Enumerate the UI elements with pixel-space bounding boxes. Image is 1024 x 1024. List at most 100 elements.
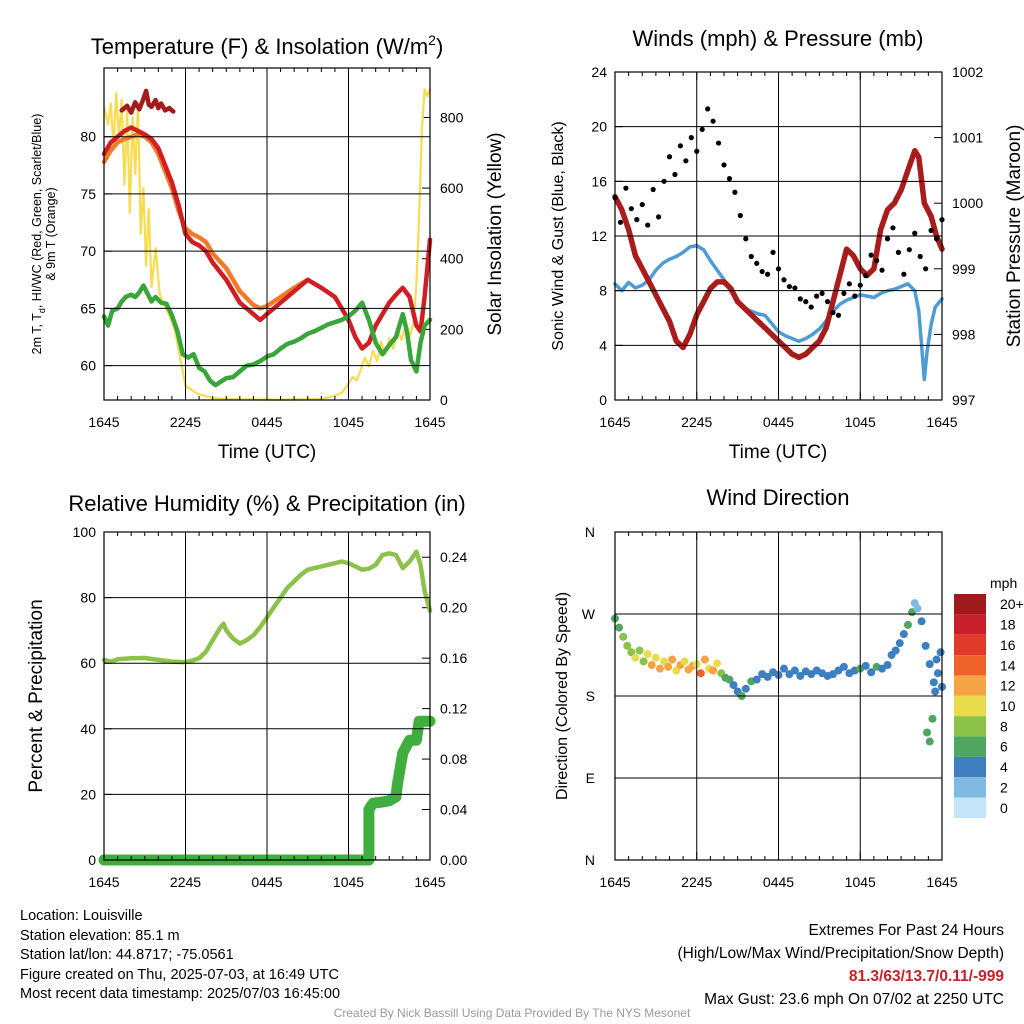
direction-point [619,632,628,641]
y-tick-label-right: 0.12 [440,701,467,717]
gust-point [754,260,760,266]
gust-point [841,290,847,296]
gust-point [819,290,825,296]
gust-point [623,185,629,191]
direction-point [631,653,640,662]
direction-point [696,669,705,678]
direction-point [917,617,926,626]
y-tick-label: 40 [80,721,96,737]
x-tick-label: 0445 [251,414,282,430]
y-tick-label: 0 [599,392,607,408]
x-tick-label: 2245 [681,414,712,430]
direction-point [928,714,937,723]
direction-point [779,664,788,673]
direction-point [931,687,940,696]
station-elevation: Station elevation: 85.1 m [20,927,180,944]
credit-line: Created By Nick Bassill Using Data Provi… [333,1006,691,1020]
gust-point [639,201,645,208]
x-tick-label: 1045 [333,414,364,430]
gust-point [634,217,640,223]
x-tick-label: 0445 [763,874,794,890]
colorbar-swatch [954,736,986,757]
y-tick-label: 60 [80,358,96,374]
y-tick-label: 24 [591,64,607,80]
gust-point [917,253,923,260]
x-tick-label: 1045 [845,874,876,890]
x-tick-label: 0445 [251,874,282,890]
gust-point [645,222,651,228]
direction-grid: 1645 2245 0445 1045 1645 [599,531,958,890]
y-tick-label: 4 [599,337,607,353]
gust-point [890,225,896,231]
direction-point [672,666,681,675]
gust-point [650,186,656,193]
gust-point [895,249,902,255]
gust-point [737,212,743,219]
direction-point [929,678,938,687]
y-axis-label-line2: & 9m T (Orange) [44,187,58,280]
direction-point [895,639,904,648]
gust-point [874,258,880,264]
y-tick-label: 80 [80,129,96,145]
series-rh [101,549,433,665]
series-t2m [101,125,433,351]
direction-point [923,728,932,737]
colorbar-label: 20+ [1000,596,1024,612]
x-tick-label: 0445 [763,414,794,430]
gust-point [863,273,869,279]
y-tick-label: 80 [80,590,96,606]
colorbar-title: mph [990,575,1017,591]
direction-point [660,657,669,666]
y-tick-label-right: 998 [952,326,976,342]
y-axis-label: Sonic Wind & Gust (Blue, Black) [550,121,567,350]
y-label-rest: , HI/WC (Red, Green, Scarlet/Blue) [30,114,44,309]
x-tick-label: 1645 [926,414,957,430]
gust-point [928,227,934,234]
wind-direction-chart: Wind Direction N E S W N Direction (Colored By… [554,485,1024,868]
direction-point [643,650,652,659]
gust-point [808,304,814,310]
gust-point [906,247,912,253]
direction-point [925,660,934,669]
chart-title: Temperature (F) & Insolation (W/m2) [91,32,444,59]
y-tick-label-right: 0.04 [440,802,467,818]
figure-created: Figure created on Thu, 2025-07-03, at 16… [20,966,339,983]
colorbar-swatch [954,634,986,656]
y-tick-label: 20 [80,786,96,802]
series-dewpoint [101,283,433,388]
max-gust: Max Gust: 23.6 mph On 07/02 at 2250 UTC [704,991,1004,1008]
direction-point [725,675,734,684]
colorbar-label: 14 [1000,657,1016,673]
direction-point [655,664,664,673]
gust-point [923,266,929,272]
colorbar-swatch [954,756,986,778]
humidity-chart: Relative Humidity (%) & Precipitation (i… [26,491,467,868]
direction-point [867,668,876,677]
gust-point [732,189,738,195]
direction-point [729,681,738,690]
station-location: Location: Louisville [20,908,143,924]
direction-point [700,655,709,664]
gust-point [715,140,722,146]
gust-point [726,176,733,182]
direction-point [913,604,922,613]
x-axis-label: Time (UTC) [729,442,828,463]
gust-point [743,236,749,242]
colorbar-label: 4 [1000,759,1008,775]
extremes-title: Extremes For Past 24 Hours [808,922,1004,939]
y-tick-label-right: 0.00 [440,852,467,868]
colorbar-label: 2 [1000,779,1008,795]
direction-point [936,648,945,657]
gust-point [759,268,765,275]
direction-point [623,641,632,650]
winds-grid: 1645 2245 0445 1045 1645 [599,71,958,430]
direction-point [883,661,892,670]
direction-point [903,620,912,629]
station-info: Location: Louisville Station elevation: … [20,907,340,1005]
gust-point [666,154,673,160]
direction-point [891,646,900,655]
title-close: ) [436,34,443,59]
direction-point [741,684,750,693]
direction-point [763,672,772,681]
direction-point [651,653,660,662]
